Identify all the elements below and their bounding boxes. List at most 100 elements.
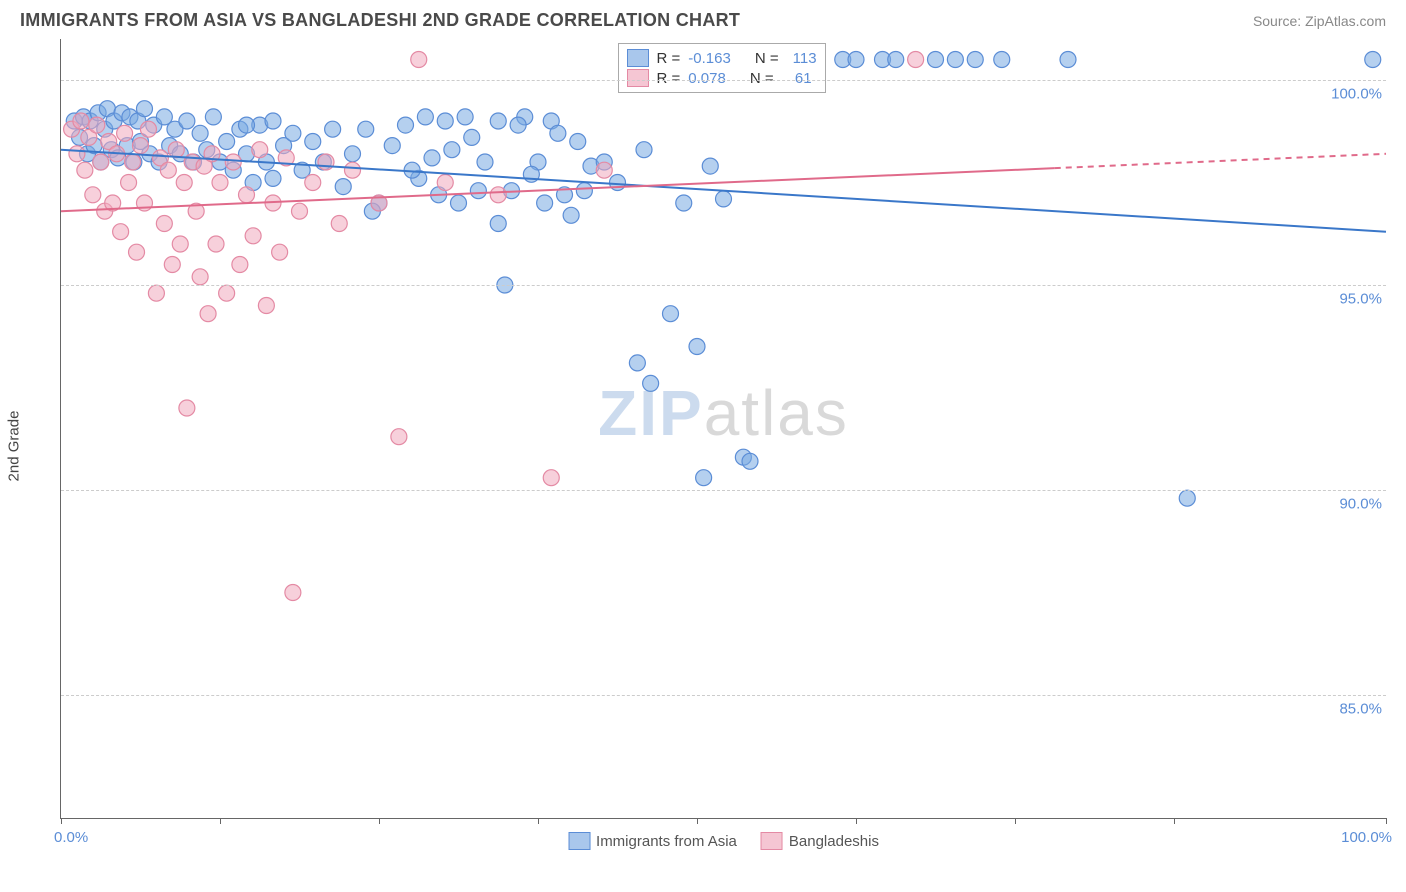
scatter-point xyxy=(192,269,208,285)
scatter-point xyxy=(928,52,944,68)
x-tick xyxy=(697,818,698,824)
scatter-point xyxy=(908,52,924,68)
scatter-point xyxy=(451,195,467,211)
scatter-point xyxy=(477,154,493,170)
scatter-point xyxy=(140,121,156,137)
scatter-point xyxy=(168,142,184,158)
scatter-point xyxy=(563,207,579,223)
scatter-point xyxy=(117,125,133,141)
scatter-point xyxy=(1179,490,1195,506)
scatter-point xyxy=(318,154,334,170)
x-tick xyxy=(538,818,539,824)
scatter-point xyxy=(643,375,659,391)
scatter-point xyxy=(676,195,692,211)
scatter-point xyxy=(192,125,208,141)
scatter-point xyxy=(93,154,109,170)
scatter-point xyxy=(457,109,473,125)
correlation-legend: R =-0.163N =113R =0.078N =61 xyxy=(618,43,826,93)
scatter-point xyxy=(742,453,758,469)
x-max-label: 100.0% xyxy=(1341,829,1392,846)
scatter-point xyxy=(411,52,427,68)
scatter-point xyxy=(73,113,89,129)
scatter-point xyxy=(125,154,141,170)
gridline xyxy=(61,490,1386,491)
scatter-point xyxy=(345,162,361,178)
scatter-point xyxy=(1060,52,1076,68)
scatter-point xyxy=(285,585,301,601)
scatter-point xyxy=(576,183,592,199)
scatter-point xyxy=(205,109,221,125)
trend-line-dashed xyxy=(1055,154,1386,168)
x-tick xyxy=(856,818,857,824)
scatter-point xyxy=(239,187,255,203)
scatter-point xyxy=(225,154,241,170)
scatter-point xyxy=(89,117,105,133)
r-value: -0.163 xyxy=(688,50,731,67)
scatter-point xyxy=(437,175,453,191)
x-tick xyxy=(379,818,380,824)
scatter-point xyxy=(305,175,321,191)
scatter-point xyxy=(689,339,705,355)
scatter-point xyxy=(239,117,255,133)
scatter-point xyxy=(345,146,361,162)
legend-row: R =-0.163N =113 xyxy=(627,48,817,68)
scatter-point xyxy=(113,224,129,240)
scatter-point xyxy=(470,183,486,199)
y-tick-label: 90.0% xyxy=(1339,496,1388,513)
plot-svg xyxy=(61,39,1386,818)
scatter-point xyxy=(543,470,559,486)
scatter-point xyxy=(69,146,85,162)
scatter-point xyxy=(424,150,440,166)
chart-source: Source: ZipAtlas.com xyxy=(1253,13,1386,29)
legend-row: R =0.078N =61 xyxy=(627,68,817,88)
y-axis-title: 2nd Grade xyxy=(6,411,23,482)
x-tick xyxy=(1015,818,1016,824)
n-label: N = xyxy=(750,70,774,87)
scatter-point xyxy=(417,109,433,125)
scatter-point xyxy=(994,52,1010,68)
scatter-point xyxy=(629,355,645,371)
scatter-point xyxy=(331,216,347,232)
scatter-point xyxy=(292,203,308,219)
scatter-point xyxy=(285,125,301,141)
plot-region: ZIPatlas R =-0.163N =113R =0.078N =61 10… xyxy=(61,39,1386,818)
scatter-point xyxy=(596,162,612,178)
scatter-point xyxy=(437,113,453,129)
legend-swatch xyxy=(627,49,649,67)
scatter-point xyxy=(570,134,586,150)
scatter-point xyxy=(848,52,864,68)
scatter-point xyxy=(947,52,963,68)
scatter-point xyxy=(219,134,235,150)
scatter-point xyxy=(200,306,216,322)
trend-line xyxy=(61,168,1055,211)
scatter-point xyxy=(164,257,180,273)
scatter-point xyxy=(398,117,414,133)
x-tick xyxy=(220,818,221,824)
scatter-point xyxy=(550,125,566,141)
scatter-point xyxy=(1365,52,1381,68)
scatter-point xyxy=(444,142,460,158)
x-axis-labels: 0.0% 100.0% xyxy=(60,825,1386,855)
scatter-point xyxy=(219,285,235,301)
scatter-point xyxy=(121,175,137,191)
legend-swatch xyxy=(627,69,649,87)
x-min-label: 0.0% xyxy=(54,829,88,846)
scatter-point xyxy=(490,187,506,203)
scatter-point xyxy=(384,138,400,154)
source-name: ZipAtlas.com xyxy=(1305,13,1386,29)
scatter-point xyxy=(179,400,195,416)
scatter-point xyxy=(702,158,718,174)
y-tick-label: 95.0% xyxy=(1339,291,1388,308)
scatter-point xyxy=(172,236,188,252)
scatter-point xyxy=(133,138,149,154)
n-value: 113 xyxy=(787,50,817,67)
scatter-point xyxy=(258,298,274,314)
scatter-point xyxy=(537,195,553,211)
y-tick-label: 85.0% xyxy=(1339,701,1388,718)
scatter-point xyxy=(160,162,176,178)
n-value: 61 xyxy=(782,70,812,87)
scatter-point xyxy=(464,129,480,145)
x-tick xyxy=(1174,818,1175,824)
scatter-point xyxy=(490,113,506,129)
scatter-point xyxy=(636,142,652,158)
